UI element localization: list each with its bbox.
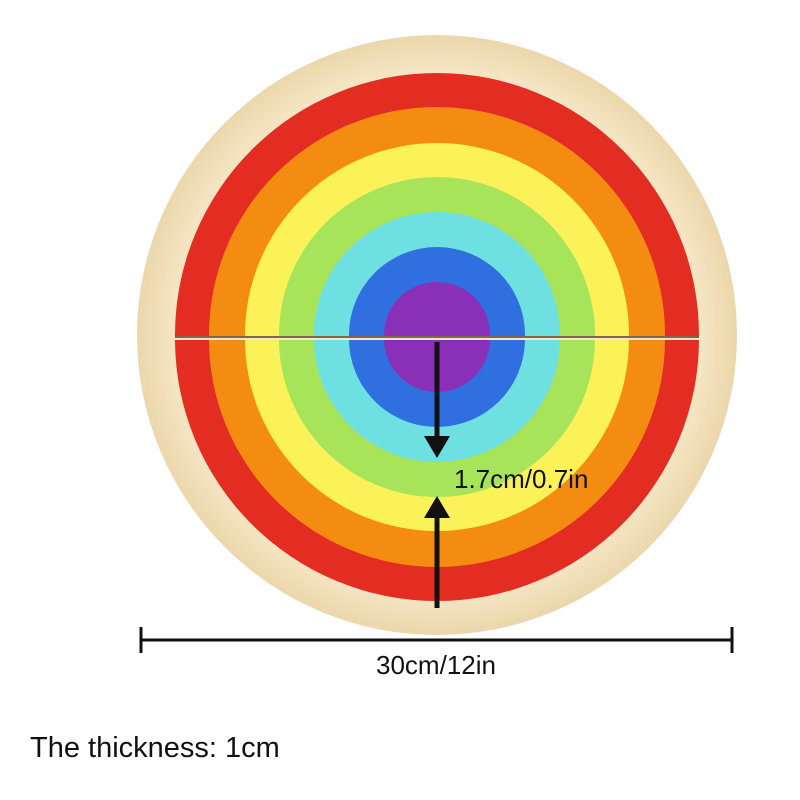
gap-label: 1.7cm/0.7in	[454, 464, 588, 494]
thickness-note: The thickness: 1cm	[30, 732, 280, 764]
arrow-head	[424, 496, 450, 518]
top-rings	[175, 73, 699, 336]
ring-purple	[384, 282, 490, 336]
arrow-head	[424, 436, 450, 458]
diameter-label: 30cm/12in	[376, 650, 496, 680]
diameter-line	[139, 627, 734, 653]
gap-arrows	[424, 342, 450, 608]
